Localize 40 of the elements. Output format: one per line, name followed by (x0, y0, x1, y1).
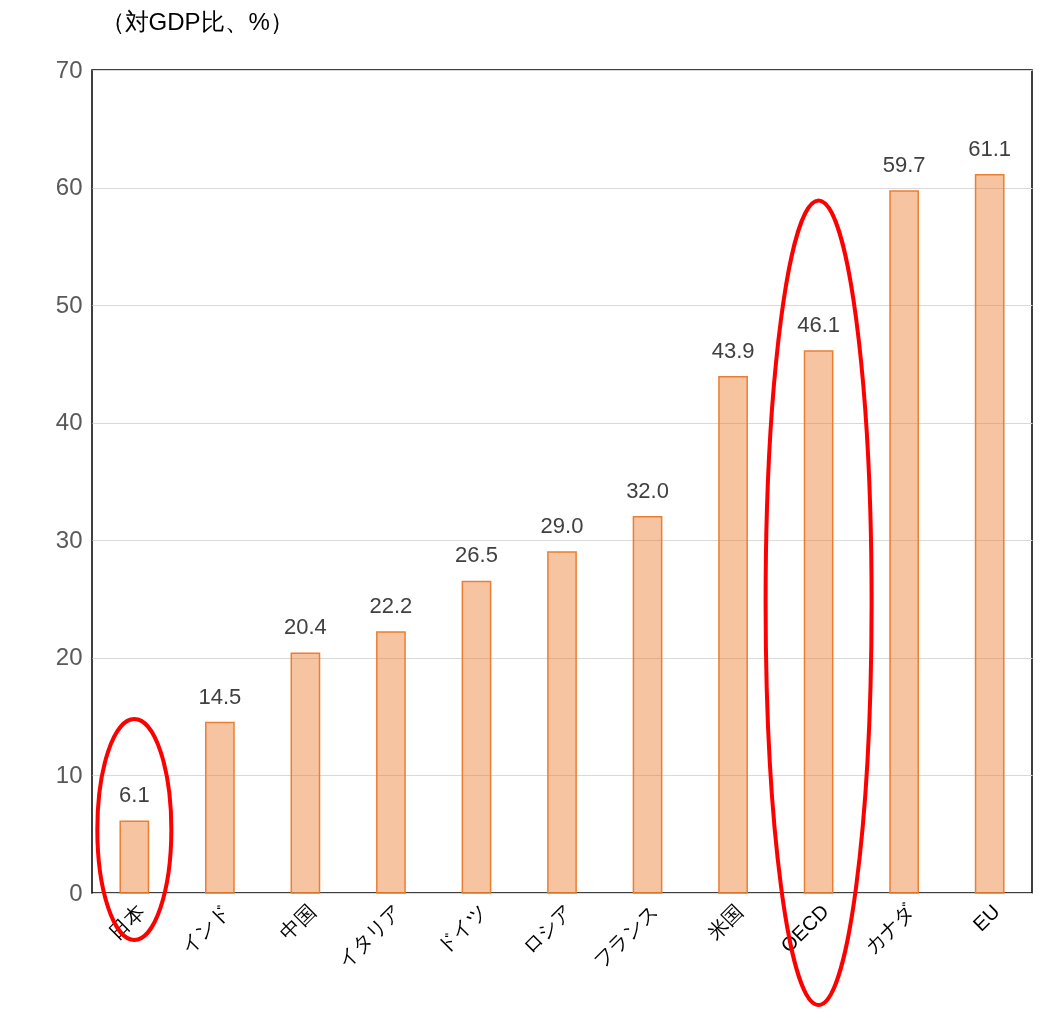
y-tick-label: 20 (55, 643, 83, 671)
y-tick-label: 0 (69, 878, 83, 906)
y-tick-label: 40 (55, 408, 83, 436)
data-label: 6.1 (119, 782, 150, 808)
data-label: 26.5 (455, 542, 498, 568)
bar (889, 190, 919, 894)
bar (290, 652, 321, 894)
bar (718, 376, 748, 894)
y-tick-label: 50 (55, 290, 83, 318)
y-tick-label: 10 (55, 760, 83, 788)
data-label: 43.9 (711, 337, 755, 363)
bar (119, 820, 150, 894)
y-tick-label: 60 (55, 173, 83, 201)
data-label: 59.7 (882, 152, 926, 178)
x-tick-label: EU (968, 900, 1004, 936)
data-label: 61.1 (968, 135, 1012, 161)
data-label: 22.2 (369, 592, 413, 618)
data-label: 29.0 (540, 513, 584, 539)
bar (632, 516, 663, 894)
x-tick-label: カナダ (860, 899, 919, 959)
x-tick-label: インド (176, 900, 235, 959)
x-tick-label: ロシア (518, 900, 577, 959)
y-tick-label: 30 (55, 525, 83, 553)
x-tick-label: 米国 (703, 900, 748, 944)
bar (803, 350, 834, 894)
x-tick-label: ドイツ (432, 900, 491, 959)
bar (461, 580, 492, 894)
data-label: 46.1 (797, 312, 841, 337)
bar (376, 631, 406, 894)
data-label: 20.4 (283, 614, 327, 640)
x-tick-label: 中国 (275, 900, 320, 944)
data-label: 32.0 (626, 477, 669, 503)
x-tick-label: イタリア (332, 900, 406, 973)
bar (974, 173, 1005, 894)
bar (205, 721, 235, 894)
y-axis-title: （対GDP比、%） (100, 7, 294, 35)
bar (547, 551, 577, 894)
x-tick-label: フランス (589, 900, 662, 973)
data-label: 14.5 (198, 683, 242, 709)
y-tick-label: 70 (55, 55, 83, 83)
